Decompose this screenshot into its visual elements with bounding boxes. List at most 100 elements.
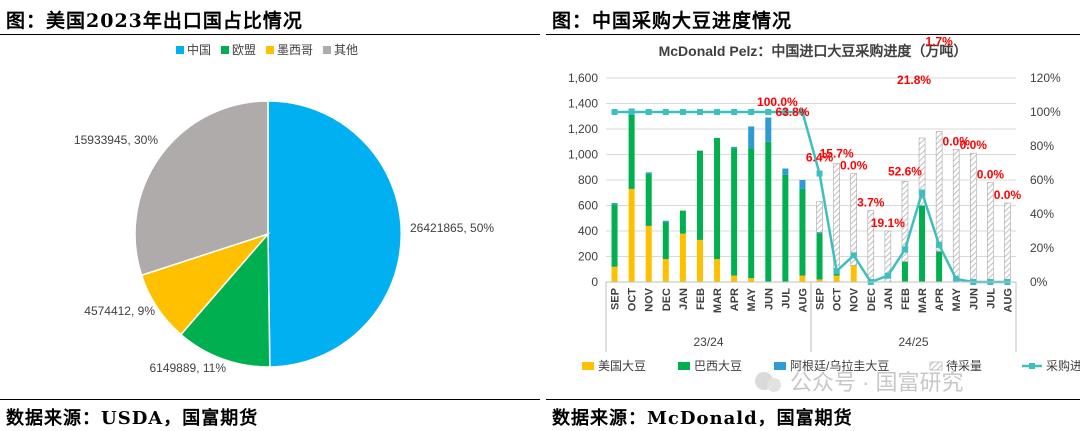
bar-us-soybean [645, 225, 652, 282]
pie-legend-swatch [221, 46, 229, 54]
bar-pending [935, 131, 943, 252]
legend-label: 采购进度 [1046, 358, 1080, 373]
progress-marker [850, 252, 857, 259]
y2-tick-label: 80% [1030, 139, 1054, 153]
bar-argentina-soybean [782, 168, 789, 175]
bar-chart-title: McDonald Pelz：中国进口大豆采购进度（万吨） [659, 43, 968, 59]
bar-pending [850, 173, 858, 266]
y-tick-label: 1,600 [568, 71, 598, 85]
bar-argentina-soybean [611, 202, 618, 205]
group-label: 24/25 [898, 335, 928, 349]
x-tick-label: MAY [951, 287, 963, 311]
legend-swatch-marker [1029, 363, 1035, 369]
bar-brazil-soybean [748, 148, 755, 279]
legend-swatch [774, 362, 786, 370]
bar-pending [901, 180, 909, 262]
x-tick-label: FEB [695, 288, 707, 310]
right-bottom-rule [546, 399, 1080, 400]
legend-label: 美国大豆 [598, 359, 646, 373]
pie-slice-label: 6149889, 11% [149, 361, 226, 375]
progress-data-label: 0.0% [840, 159, 868, 173]
pie-legend-label: 墨西哥 [277, 43, 313, 57]
y2-tick-label: 20% [1030, 241, 1054, 255]
progress-data-label: 3.7% [857, 196, 885, 210]
left-source: 数据来源：USDA，国富期货 [6, 408, 259, 429]
y-tick-label: 1,400 [568, 97, 598, 111]
bar-argentina-soybean [748, 126, 755, 149]
x-tick-label: JUN [968, 288, 980, 310]
bar-brazil-soybean [765, 141, 772, 282]
bar-brazil-soybean [645, 173, 652, 226]
bar-brazil-soybean [662, 222, 669, 260]
bar-pending [918, 137, 926, 206]
pie-slice [267, 100, 402, 368]
x-tick-label: JUN [763, 288, 775, 310]
x-tick-label: AUG [797, 288, 809, 312]
progress-marker [731, 109, 738, 115]
y-tick-label: 1,000 [568, 148, 598, 162]
y-tick-label: 800 [578, 173, 598, 187]
x-tick-label: SEP [815, 288, 827, 310]
pie-legend-swatch [266, 46, 274, 54]
bar-pending [952, 149, 960, 283]
progress-data-label: 6.4% [806, 151, 834, 165]
progress-data-label: 15.7% [820, 146, 854, 160]
bar-pending [1004, 202, 1011, 283]
x-tick-label: APR [729, 288, 741, 311]
x-tick-label: JAN [678, 288, 690, 310]
y2-tick-label: 60% [1030, 173, 1054, 187]
group-label: 23/24 [693, 335, 723, 349]
bar-us-soybean [833, 275, 840, 282]
x-tick-label: OCT [627, 288, 639, 312]
y2-tick-label: 120% [1030, 71, 1061, 85]
bar-brazil-soybean [936, 251, 943, 282]
bar-pending [969, 152, 977, 283]
x-tick-label: APR [934, 288, 946, 311]
progress-marker [953, 276, 960, 283]
left-panel: 图：美国2023年出口国占比情况 中国 欧盟 墨西哥 其他 26421865, 50% 6… [0, 10, 540, 429]
pie-legend-label: 中国 [187, 42, 211, 57]
progress-data-label: 0.0% [994, 188, 1022, 202]
x-tick-label: MAR [917, 288, 929, 313]
bar-us-soybean [731, 275, 738, 282]
progress-marker [816, 170, 823, 177]
progress-marker [799, 109, 806, 115]
left-top-rule [0, 34, 540, 35]
pie-slice-label: 4574412, 9% [84, 304, 155, 318]
x-tick-label: MAY [746, 287, 758, 311]
x-tick-label: NOV [644, 287, 656, 312]
wechat-icon-bubble [767, 378, 781, 392]
x-tick-label: DEC [661, 288, 673, 311]
bar-us-soybean [679, 233, 686, 282]
progress-data-label: 63.8% [775, 105, 809, 119]
progress-marker [765, 109, 772, 115]
x-tick-label: JAN [883, 288, 895, 310]
pie-slice-label: 15933945, 30% [74, 133, 158, 147]
bar-brazil-soybean [782, 174, 789, 282]
legend-label: 阿根廷/乌拉圭大豆 [790, 358, 889, 373]
bar-us-soybean [748, 278, 755, 282]
bar-brazil-soybean [799, 188, 806, 276]
progress-marker [696, 109, 703, 115]
progress-marker [833, 268, 840, 275]
bar-us-soybean [799, 275, 806, 282]
x-tick-label: FEB [900, 288, 912, 310]
pie-slice [179, 232, 271, 368]
bar-brazil-soybean [611, 204, 618, 267]
x-tick-label: DEC [866, 288, 878, 311]
progress-data-label: 0.0% [977, 168, 1005, 182]
y-tick-label: 1,200 [568, 122, 598, 136]
y2-tick-label: 100% [1030, 105, 1061, 119]
progress-data-label: 19.1% [871, 216, 905, 230]
progress-marker [901, 246, 908, 253]
bar-argentina-soybean [645, 172, 652, 174]
right-panel-title: 图：中国采购大豆进度情况 [552, 10, 793, 32]
right-source: 数据来源：McDonald，国富期货 [552, 408, 853, 429]
bar-argentina-soybean [765, 117, 772, 142]
progress-data-label: 0.0% [943, 134, 971, 148]
purchase-progress-chart: McDonald Pelz：中国进口大豆采购进度（万吨） 0 200 400 600 80… [568, 36, 1080, 395]
progress-marker [919, 189, 926, 196]
y-tick-label: 400 [578, 224, 598, 238]
bar-brazil-soybean [731, 148, 738, 276]
y2-tick-label: 0% [1030, 275, 1048, 289]
